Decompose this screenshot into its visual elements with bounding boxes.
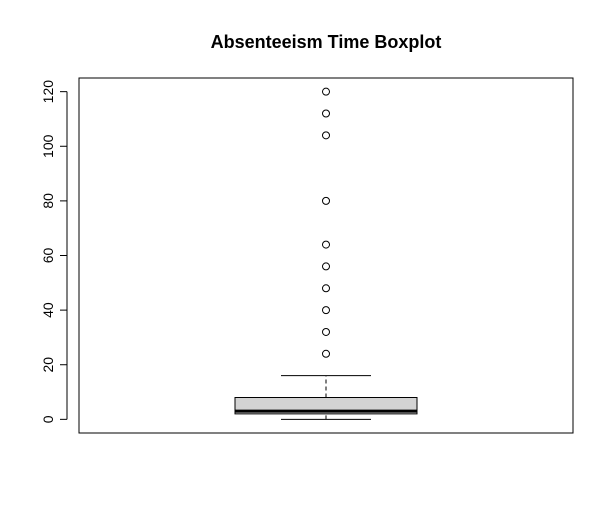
plot-frame xyxy=(78,77,574,434)
y-tick-label: 0 xyxy=(40,415,56,423)
y-tick-label: 100 xyxy=(40,134,56,158)
outlier-point xyxy=(322,109,330,118)
y-tick-label: 120 xyxy=(40,80,56,104)
outlier-point xyxy=(322,87,330,96)
box-group xyxy=(234,375,418,420)
outlier-point xyxy=(322,240,330,249)
y-tick-label: 20 xyxy=(40,357,56,373)
outlier-point xyxy=(322,131,330,140)
chart-title: Absenteeism Time Boxplot xyxy=(211,32,442,52)
outlier-point xyxy=(322,349,330,358)
y-tick-label: 60 xyxy=(40,248,56,264)
outlier-point xyxy=(322,196,330,205)
outlier-group xyxy=(322,87,330,358)
outlier-point xyxy=(322,306,330,315)
outlier-point xyxy=(322,262,330,271)
y-tick-label: 80 xyxy=(40,193,56,209)
outlier-point xyxy=(322,284,330,293)
outlier-point xyxy=(322,327,330,336)
y-tick-label: 40 xyxy=(40,302,56,318)
y-axis: 0 20 40 60 80 100 120 xyxy=(40,80,68,423)
